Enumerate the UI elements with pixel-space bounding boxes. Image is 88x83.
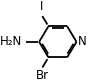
Text: I: I [40,0,44,13]
Text: H₂N: H₂N [0,35,23,48]
Text: Br: Br [35,69,49,83]
Text: N: N [78,35,87,48]
